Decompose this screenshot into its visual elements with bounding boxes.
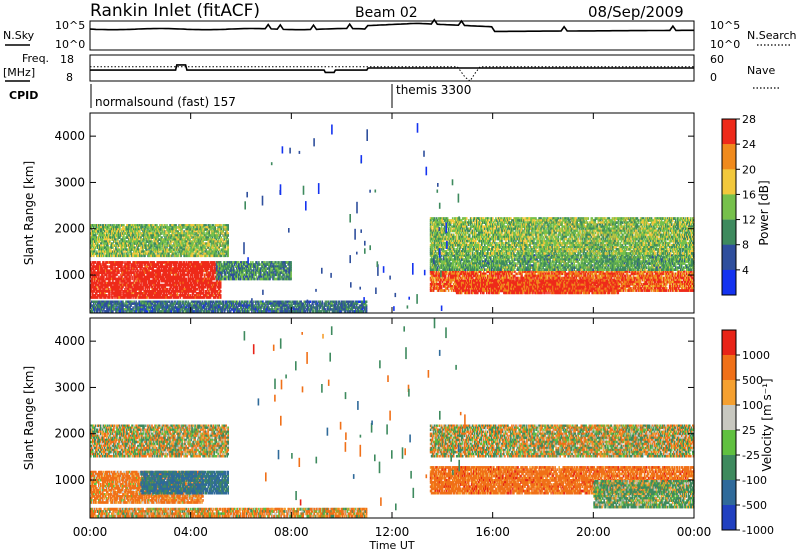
nsky-tick-top: 10^5 [55,19,85,32]
power-cell [259,263,261,266]
power-region [216,261,292,280]
freq-tick-bottom: 8 [66,71,73,84]
cpid-label: CPID [9,89,38,102]
power-cell [220,296,222,299]
station-title: Rankin Inlet (fitACF) [90,1,260,21]
power-region [90,224,229,257]
cpid-panel: CPID normalsound (fast) 157 themis 3300 [9,83,471,109]
power-cell [215,310,217,313]
freq-label: Freq. [22,52,49,65]
nave-trace [90,67,694,81]
power-cell [220,290,222,293]
power-cell [109,296,111,299]
power-cell [227,255,229,258]
nave-label: Nave [747,64,775,77]
power-cell [118,271,120,274]
power-cell [227,228,229,231]
nsky-panel: N.Sky 10^5 10^0 10^5 10^0 N.Search [3,19,797,51]
power-cell [111,255,113,258]
power-cell [202,274,204,277]
power-region [90,301,367,313]
date-title: 08/Sep/2009 [588,3,684,21]
nsearch-tick-bottom: 10^0 [710,38,740,51]
freq-unit-label: [MHz] [3,66,35,79]
freq-trace [90,65,694,73]
nave-tick-top: 60 [710,53,724,66]
power-cell [107,265,109,268]
cpid-entry-2: themis 3300 [396,83,471,97]
nsky-trace [90,20,694,32]
power-cell [220,286,222,289]
nsearch-tick-top: 10^5 [710,19,740,32]
power-cell [131,278,133,281]
power-cell [254,278,256,281]
freq-panel: Freq. [MHz] 18 8 60 0 Nave [3,52,780,88]
nsky-label: N.Sky [3,29,35,42]
beam-title: Beam 02 [355,5,418,21]
power-cell [177,255,179,258]
power-cell [122,261,124,264]
nave-tick-bottom: 0 [710,71,717,84]
rti-figure: Rankin Inlet (fitACF) Beam 02 08/Sep/200… [0,0,800,554]
power-marks [90,123,695,313]
nsky-tick-bottom: 10^0 [55,38,85,51]
power-cell [227,234,229,237]
nsky-frame [90,21,694,50]
nsearch-label: N.Search [747,29,797,42]
power-region [90,261,222,299]
cpid-entry-1: normalsound (fast) 157 [95,95,236,109]
freq-tick-top: 18 [60,53,74,66]
power-cell [290,278,292,281]
